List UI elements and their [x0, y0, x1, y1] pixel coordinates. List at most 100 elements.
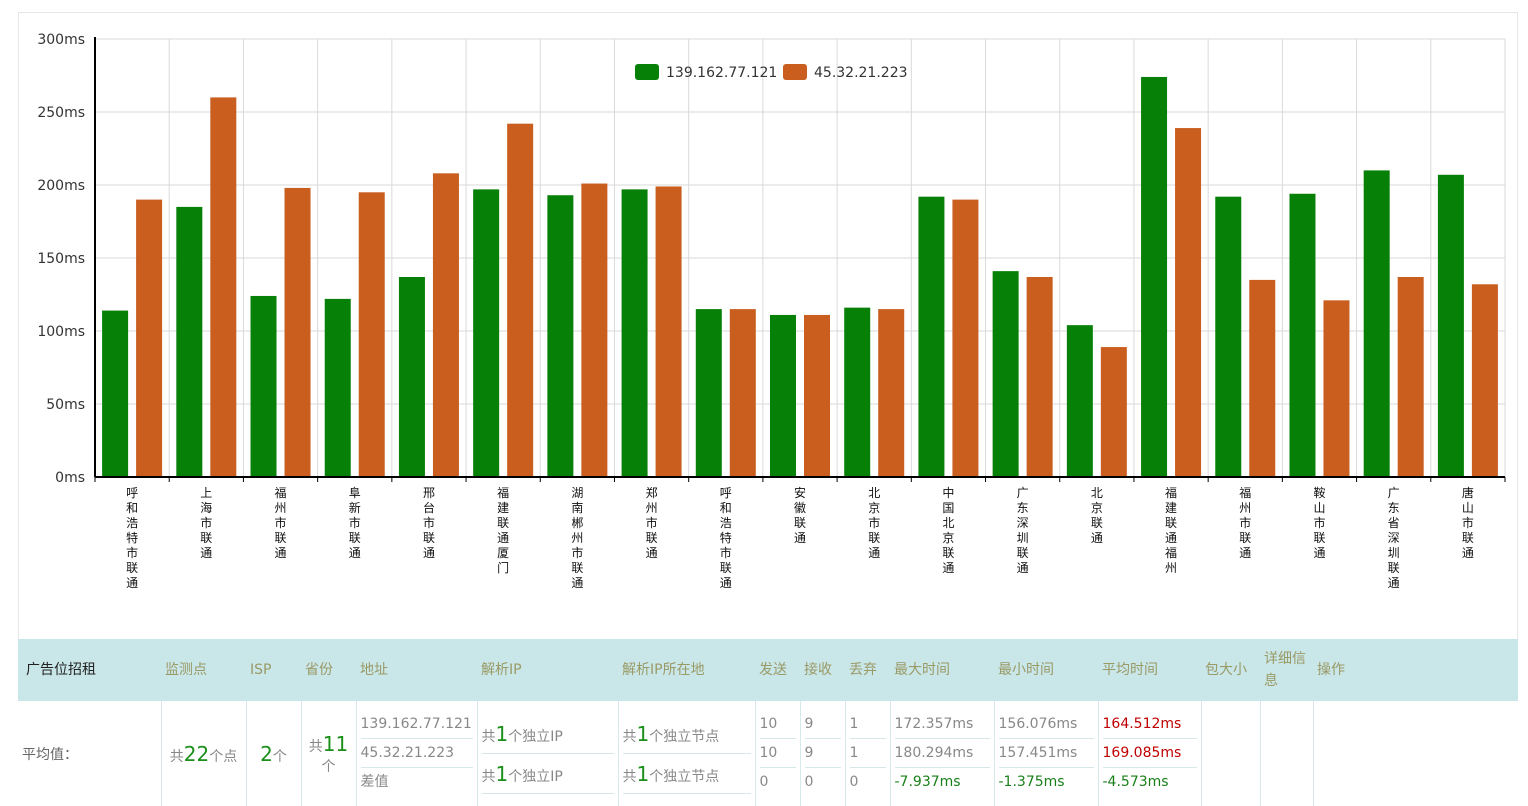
- x-tick-label: 建: [497, 501, 509, 515]
- x-tick-label: 通: [942, 561, 954, 575]
- legend-swatch: [783, 64, 807, 80]
- bar: [324, 298, 351, 477]
- x-tick-label: 安: [794, 485, 806, 500]
- x-tick-label: 通: [794, 531, 806, 545]
- x-tick-label: 通: [1388, 576, 1400, 590]
- avg-diff: -4.573ms: [1102, 774, 1169, 790]
- header-ad[interactable]: 广告位招租: [18, 639, 161, 701]
- recv-cell: 9 9 0: [800, 701, 846, 806]
- x-tick-label: 京: [868, 501, 880, 515]
- x-tick-label: 联: [646, 531, 658, 545]
- x-tick-label: 南: [571, 500, 583, 515]
- bar: [1026, 276, 1053, 477]
- bar: [695, 309, 722, 477]
- bar: [804, 314, 830, 477]
- ip-count-2: 1: [495, 761, 509, 786]
- x-tick-label: 北: [942, 516, 954, 530]
- address-diff: 差值: [360, 774, 389, 790]
- x-tick-label: 联: [1165, 516, 1177, 530]
- bar: [136, 199, 163, 477]
- x-tick-label: 通: [497, 531, 509, 545]
- header-ip: 解析IP: [477, 639, 618, 701]
- x-tick-label: 圳: [1017, 531, 1029, 545]
- bar: [250, 295, 277, 477]
- x-tick-label: 市: [571, 545, 583, 560]
- x-tick-label: 市: [126, 545, 138, 560]
- stats-table: 广告位招租 监测点 ISP 省份 地址 解析IP 解析IP所在地 发送 接收 丢…: [18, 639, 1518, 806]
- x-tick-label: 深: [1388, 531, 1400, 545]
- x-tick-label: 福: [1239, 485, 1251, 500]
- header-min: 最小时间: [994, 639, 1098, 701]
- bar: [844, 307, 871, 477]
- bar: [770, 314, 796, 477]
- bar: [1141, 76, 1168, 478]
- x-tick-label: 市: [1313, 515, 1325, 530]
- bar: [1397, 276, 1424, 477]
- x-tick-label: 邢: [423, 486, 435, 500]
- x-tick-label: 通: [646, 546, 658, 560]
- header-op: 操作: [1313, 639, 1518, 701]
- x-tick-label: 市: [200, 515, 212, 530]
- x-tick-label: 通: [423, 546, 435, 560]
- bar: [358, 192, 385, 478]
- send-2: 10: [759, 739, 796, 768]
- send-diff: 0: [759, 774, 769, 790]
- avg-label: 平均值：: [18, 701, 162, 806]
- province-count: 11: [322, 731, 349, 756]
- bar: [918, 196, 945, 477]
- bar: [655, 186, 682, 477]
- x-tick-label: 呼: [720, 486, 732, 500]
- recv-1: 9: [804, 710, 841, 739]
- x-tick-label: 和: [720, 501, 732, 515]
- max-2: 180.294ms: [894, 739, 990, 768]
- ip-prefix: 共: [481, 768, 496, 785]
- x-tick-label: 上: [200, 486, 212, 500]
- table-header: 广告位招租 监测点 ISP 省份 地址 解析IP 解析IP所在地 发送 接收 丢…: [18, 639, 1518, 701]
- y-tick-label: 100ms: [37, 324, 85, 340]
- x-tick-label: 联: [275, 531, 287, 545]
- bar-chart: 0ms50ms100ms150ms200ms250ms300ms呼和浩特市联通上…: [37, 32, 1506, 590]
- x-tick-label: 州: [275, 501, 287, 515]
- bar: [473, 189, 500, 477]
- header-province: 省份: [301, 639, 356, 701]
- avg-1: 164.512ms: [1102, 710, 1197, 739]
- bar: [1066, 325, 1093, 477]
- node-count-cell: 共22个点: [161, 701, 247, 806]
- x-tick-label: 通: [868, 546, 880, 560]
- x-tick-label: 北: [1091, 486, 1103, 500]
- max-diff: -7.937ms: [894, 774, 961, 790]
- address-cell: 139.162.77.121 45.32.21.223 差值: [356, 701, 478, 806]
- x-tick-label: 市: [423, 515, 435, 530]
- isp-suffix: 个: [272, 748, 287, 765]
- x-tick-label: 通: [349, 546, 361, 560]
- loc-line-2: 共1个独立节点: [622, 754, 751, 794]
- x-tick-label: 阜: [349, 486, 361, 500]
- x-tick-label: 通: [1091, 531, 1103, 545]
- x-tick-label: 唐: [1462, 485, 1474, 500]
- x-tick-label: 通: [1165, 531, 1177, 545]
- avg-cell: 164.512ms 169.085ms -4.573ms: [1098, 701, 1202, 806]
- legend-label: 139.162.77.121: [666, 65, 777, 81]
- min-1: 156.076ms: [998, 710, 1094, 739]
- province-suffix: 个: [321, 758, 336, 775]
- average-row: 平均值： 共22个点 2个 共11 个 139.162.77.121 45.32…: [18, 701, 1518, 806]
- bar: [1437, 174, 1464, 477]
- bar: [210, 97, 237, 478]
- x-tick-label: 门: [497, 560, 509, 575]
- loc-count-2: 1: [636, 761, 650, 786]
- loc-suffix: 个独立节点: [649, 728, 720, 745]
- x-tick-label: 通: [200, 546, 212, 560]
- x-tick-label: 通: [126, 576, 138, 590]
- ip-line-1: 共1个独立IP: [481, 714, 614, 754]
- bar: [1100, 347, 1127, 477]
- x-tick-label: 通: [1462, 546, 1474, 560]
- header-node: 监测点: [161, 639, 246, 701]
- x-tick-label: 联: [1091, 516, 1103, 530]
- x-tick-label: 福: [497, 485, 509, 500]
- bar: [1175, 128, 1202, 477]
- x-tick-label: 特: [720, 530, 732, 545]
- min-cell: 156.076ms 157.451ms -1.375ms: [994, 701, 1099, 806]
- x-tick-label: 通: [1017, 561, 1029, 575]
- x-tick-label: 联: [1462, 531, 1474, 545]
- ip-cell: 共1个独立IP 共1个独立IP: [477, 701, 619, 806]
